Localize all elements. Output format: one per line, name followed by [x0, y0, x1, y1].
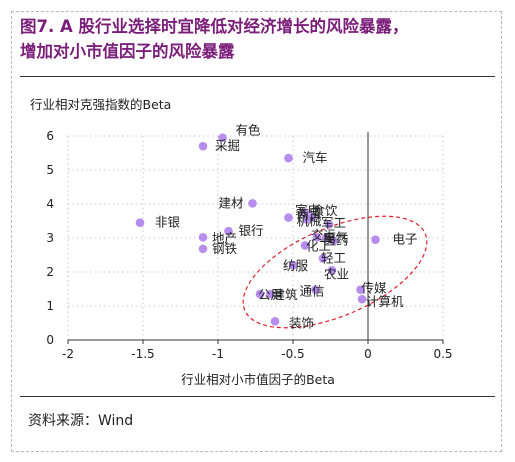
- data-point: [255, 289, 265, 299]
- data-point: [266, 289, 275, 299]
- data-label: 建材: [219, 195, 244, 210]
- data-label: 非银: [155, 215, 181, 230]
- title-divider: [20, 76, 495, 77]
- data-label: 商贸: [297, 207, 322, 222]
- data-point: [327, 266, 337, 275]
- data-point: [135, 218, 145, 227]
- data-point: [284, 213, 293, 222]
- source-divider: [20, 396, 495, 397]
- data-label: 军工: [321, 215, 346, 230]
- data-label: 纺服: [283, 258, 309, 273]
- x-tick-label: -1: [212, 347, 224, 361]
- data-point: [270, 317, 280, 326]
- data-label: 建筑: [273, 287, 299, 302]
- data-label: 公用: [258, 287, 283, 302]
- data-label: 采掘: [215, 138, 240, 153]
- data-point: [300, 241, 310, 250]
- x-tick-label: 0.5: [433, 347, 452, 361]
- data-label: 装饰: [289, 315, 314, 330]
- data-point: [224, 226, 233, 236]
- data-label: 传媒: [362, 281, 388, 296]
- data-label: 电子: [393, 232, 418, 247]
- data-label: 银行: [239, 223, 264, 238]
- data-point: [371, 235, 380, 244]
- data-point: [284, 153, 293, 163]
- data-point: [198, 141, 208, 151]
- figure-title: 图7. A 股行业选择时宜降低对经济增长的风险暴露， 增加对小市值因子的风险暴露: [20, 14, 490, 64]
- data-label: 钢铁: [212, 241, 238, 256]
- y-tick-label: 5: [46, 163, 54, 177]
- data-label: 计算机: [366, 294, 404, 309]
- y-axis-label: 行业相对克强指数的Beta: [30, 97, 172, 112]
- source-note: 资料来源：Wind: [28, 413, 134, 429]
- y-tick-label: 4: [46, 197, 54, 211]
- data-label: 家电: [295, 203, 321, 218]
- x-tick-label: -1.5: [131, 347, 154, 361]
- figure-title-line-1: 图7. A 股行业选择时宜降低对经济增长的风险暴露，: [20, 17, 409, 36]
- data-point: [218, 133, 227, 142]
- data-point: [318, 254, 328, 263]
- y-tick-label: 1: [46, 299, 54, 313]
- data-label: 有色: [236, 123, 262, 138]
- data-label: 地产: [212, 230, 237, 245]
- data-label: 电气: [323, 230, 349, 245]
- data-label: 食饮: [313, 203, 339, 218]
- data-point: [324, 220, 334, 229]
- data-point: [300, 208, 310, 217]
- y-tick-label: 6: [46, 129, 54, 143]
- data-label: 化工: [306, 238, 331, 253]
- data-point: [311, 285, 320, 294]
- x-tick-label: 0: [364, 347, 372, 361]
- data-label: 汽车: [303, 150, 328, 165]
- data-point: [288, 260, 298, 270]
- y-tick-label: 0: [46, 333, 54, 347]
- data-point: [356, 285, 365, 294]
- data-label: 通信: [300, 284, 325, 299]
- x-tick-label: -0.5: [281, 347, 304, 361]
- y-tick-label: 3: [46, 231, 54, 245]
- data-point: [198, 244, 208, 254]
- data-point: [312, 233, 322, 242]
- data-point: [248, 199, 257, 208]
- data-label: 农业: [324, 266, 349, 281]
- data-label: 交运: [311, 227, 337, 242]
- x-axis-label: 行业相对小市值因子的Beta: [181, 372, 335, 387]
- data-point: [357, 294, 367, 304]
- y-tick-label: 2: [46, 265, 54, 279]
- data-point: [198, 233, 208, 242]
- data-point: [321, 233, 331, 243]
- data-label: 医药: [324, 233, 349, 248]
- figure-title-line-2: 增加对小市值因子的风险暴露: [20, 42, 235, 61]
- data-point: [302, 215, 311, 224]
- highlight-ellipse: [242, 215, 428, 329]
- data-label: 轻工: [321, 250, 346, 265]
- x-tick-label: -2: [62, 347, 74, 361]
- data-label: 机械: [297, 213, 323, 228]
- data-point: [329, 236, 338, 246]
- figure-frame: [11, 11, 502, 452]
